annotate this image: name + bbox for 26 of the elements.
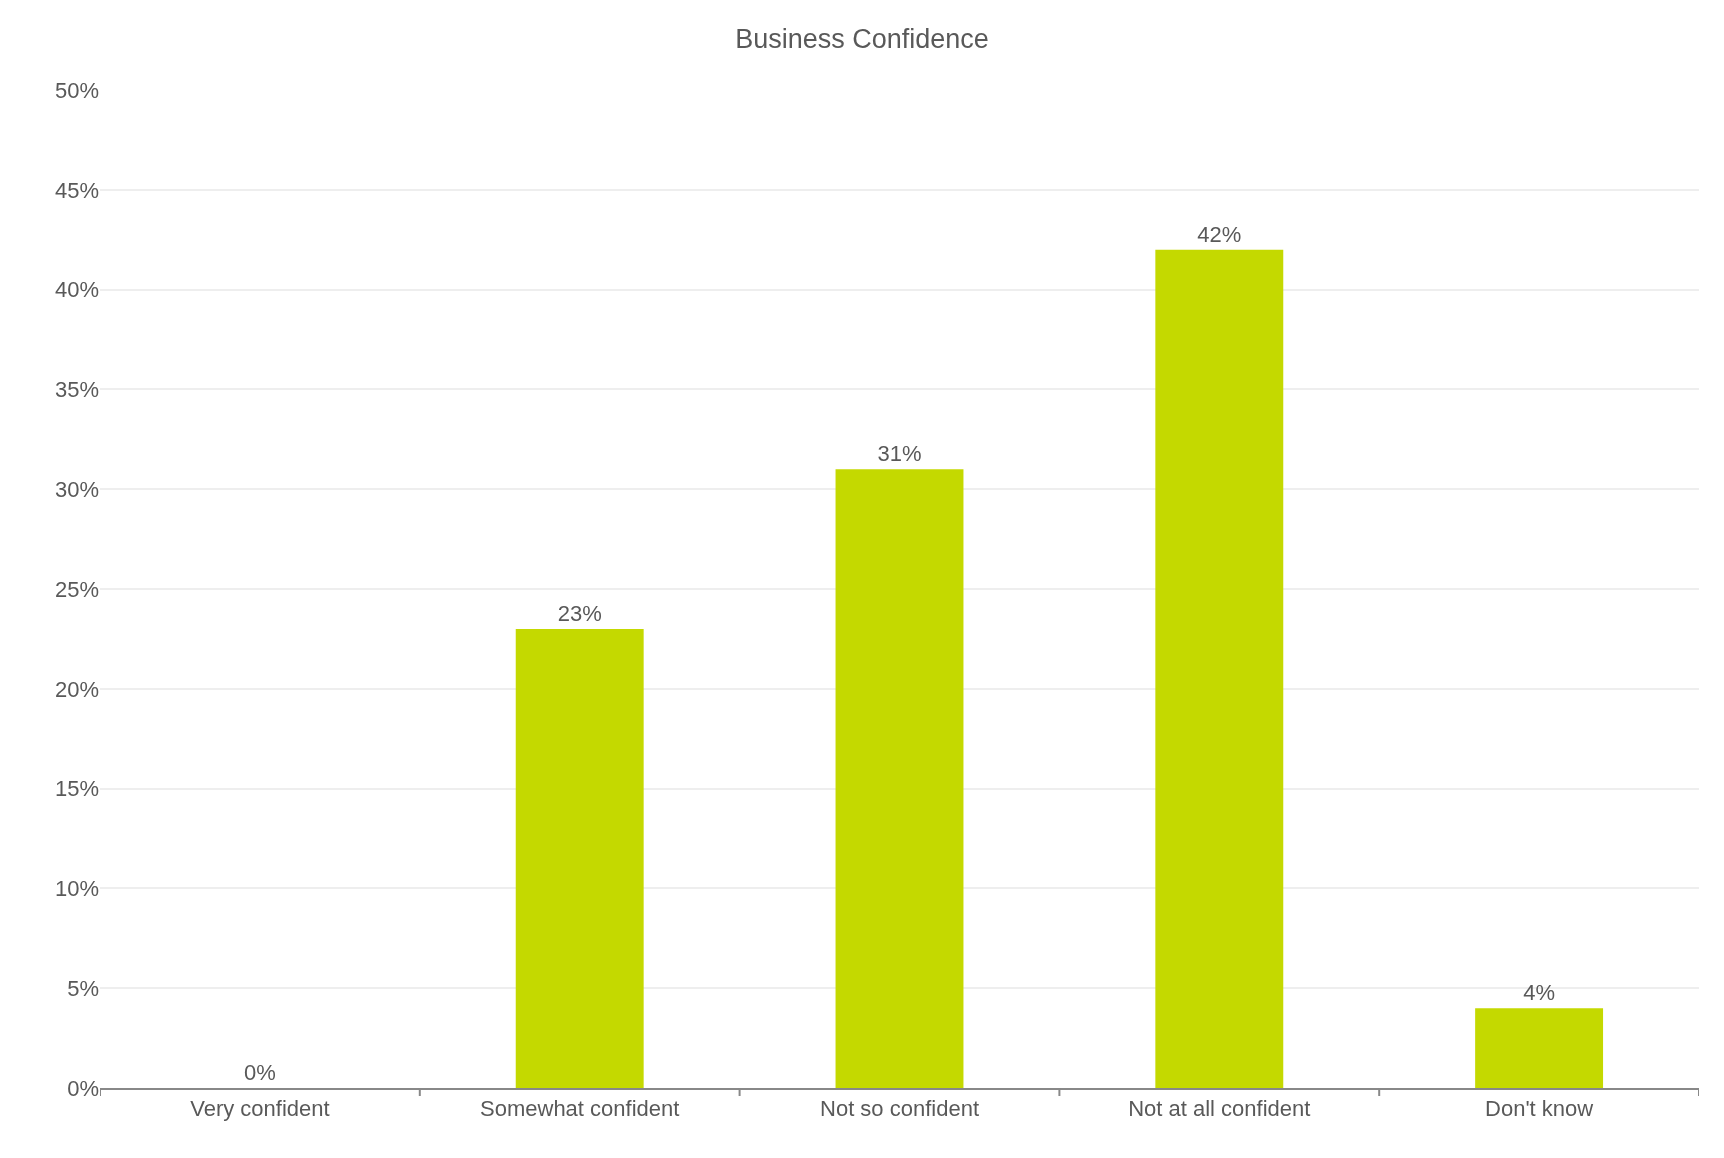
data-label: 42% [1197,221,1242,247]
x-tick-label: Very confident [190,1096,330,1122]
y-tick-label: 0% [67,1075,99,1101]
bar [1155,249,1284,1088]
y-tick-label: 5% [67,975,99,1001]
y-tick-label: 30% [54,476,99,502]
x-tick-label: Don't know [1485,1096,1594,1122]
bar [515,628,644,1088]
x-tick-label: Not at all confident [1128,1096,1311,1122]
y-tick-label: 20% [54,676,99,702]
y-tick-label: 40% [54,277,99,303]
bar [1475,1008,1604,1088]
y-tick-label: 25% [54,576,99,602]
data-label: 4% [1523,980,1555,1006]
y-tick-label: 50% [54,77,99,103]
data-label: 23% [557,600,602,626]
bar [835,469,964,1088]
x-tick-label: Not so confident [820,1096,979,1122]
data-label: 31% [877,441,922,467]
y-tick-label: 15% [54,776,99,802]
x-tick-label: Somewhat confident [480,1096,680,1122]
chart-title: Business Confidence [735,23,989,54]
y-tick-label: 45% [54,177,99,203]
data-label: 0% [244,1060,276,1085]
y-tick-label: 35% [54,377,99,403]
y-tick-label: 10% [54,876,99,902]
